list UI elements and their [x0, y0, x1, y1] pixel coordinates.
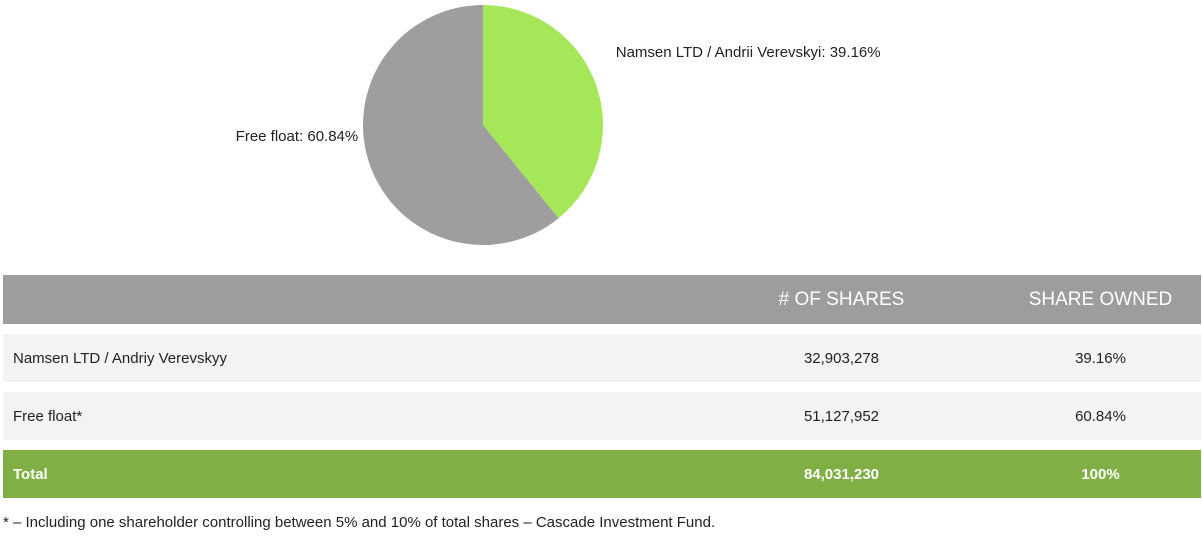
- table-total-row: Total 84,031,230 100%: [3, 450, 1201, 498]
- row-shares-count: 32,903,278: [803, 349, 880, 367]
- pie-slice-1: [363, 5, 559, 245]
- table-row: Namsen LTD / Andriy Verevskyy 32,903,278…: [3, 334, 1201, 382]
- ownership-pie-chart: Namsen LTD / Andrii Verevskyi: 39.16% Fre…: [0, 0, 1202, 250]
- row-share-owned: 39.16%: [1075, 349, 1126, 367]
- pie-slice-0: [483, 5, 604, 219]
- header-share-owned: SHARE OWNED: [1028, 288, 1173, 310]
- pie-slice-label-0: Namsen LTD / Andrii Verevskyi: 39.16%: [616, 44, 881, 61]
- total-share-owned: 100%: [1081, 465, 1120, 483]
- pie-slice-label-1: Free float: 60.84%: [236, 128, 359, 145]
- pie-chart-svg: Namsen LTD / Andrii Verevskyi: 39.16% Fre…: [236, 5, 881, 245]
- row-shares-count: 51,127,952: [803, 407, 880, 425]
- shareholder-table: # OF SHARES SHARE OWNED Namsen LTD / And…: [3, 275, 1201, 498]
- header-shares: # OF SHARES: [778, 288, 905, 310]
- table-row: Free float* 51,127,952 60.84%: [3, 392, 1201, 440]
- row-shareholder-name: Free float*: [13, 407, 83, 425]
- row-shareholder-name: Namsen LTD / Andriy Verevskyy: [13, 349, 227, 367]
- table-header-row: # OF SHARES SHARE OWNED: [3, 275, 1201, 324]
- total-shares-count: 84,031,230: [803, 465, 880, 483]
- row-share-owned: 60.84%: [1075, 407, 1126, 425]
- total-label: Total: [13, 465, 48, 483]
- footnote: * – Including one shareholder controllin…: [3, 514, 716, 531]
